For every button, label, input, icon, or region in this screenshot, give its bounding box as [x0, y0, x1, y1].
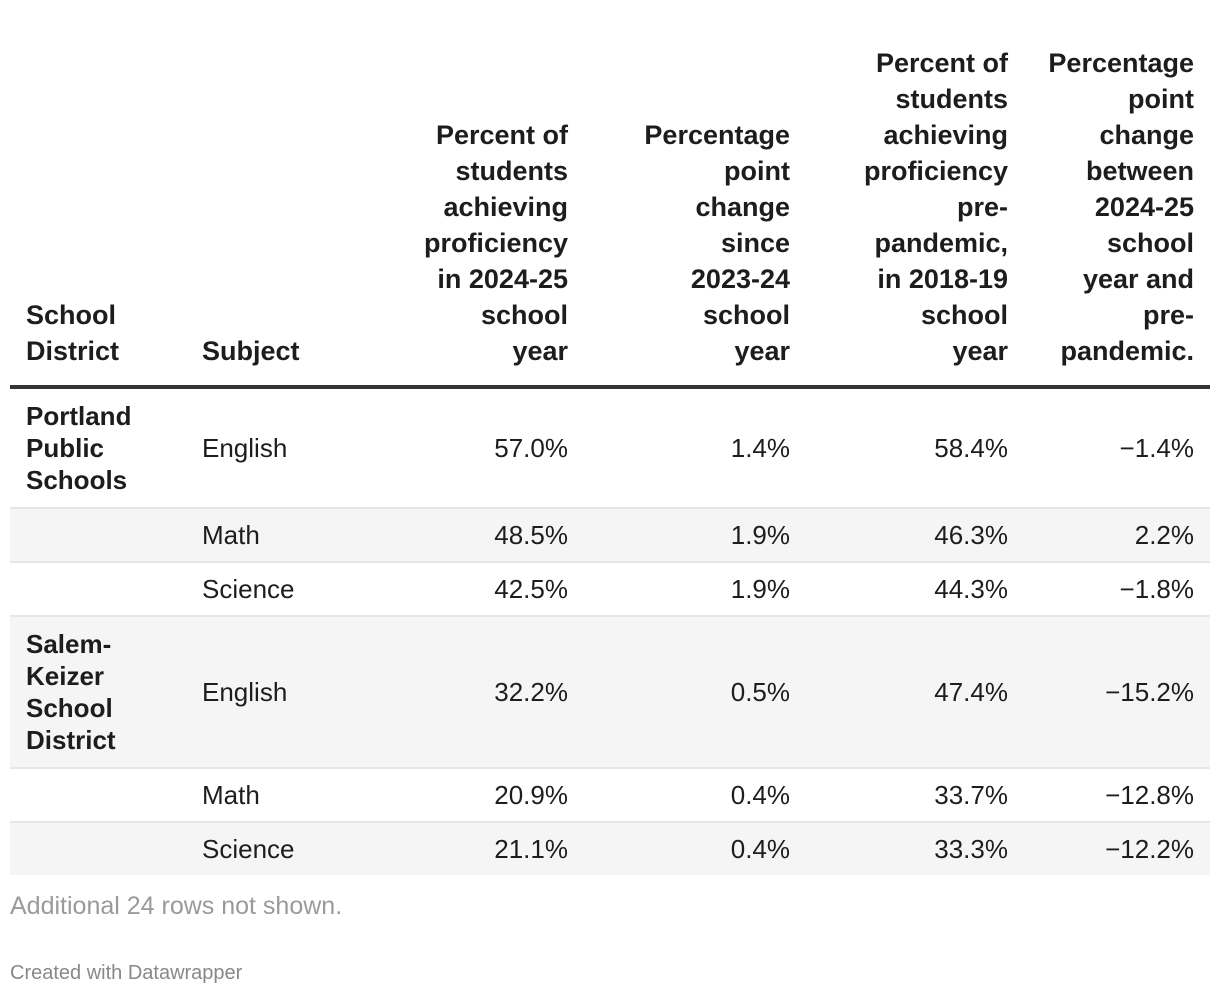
header-line: students — [455, 156, 568, 186]
header-line: Percentage — [1048, 48, 1194, 78]
header-line: school — [1106, 228, 1194, 258]
value-cell: 20.9% — [362, 768, 584, 823]
column-header-change-since-2023-24[interactable]: Percentage point change since 2023-24 school y… — [584, 0, 806, 389]
data-table: School District Subject Percent of student… — [10, 0, 1210, 875]
value-cell: 0.5% — [584, 616, 806, 769]
value-cell: 47.4% — [806, 616, 1024, 769]
column-header-subject[interactable]: Subject — [186, 0, 362, 389]
header-line: pandemic, — [874, 228, 1008, 258]
header-line: School — [26, 300, 117, 330]
header-row: School District Subject Percent of student… — [10, 0, 1210, 389]
header-line: in 2018-19 — [877, 264, 1008, 294]
header-line: pre- — [956, 192, 1008, 222]
district-line: Schools — [26, 465, 128, 495]
header-line: 2023-24 — [690, 264, 790, 294]
header-line: year — [952, 336, 1008, 366]
district-cell — [10, 822, 186, 875]
value-cell: 58.4% — [806, 387, 1024, 509]
subject-cell: English — [186, 387, 362, 509]
subject-cell: Science — [186, 562, 362, 617]
header-line: year — [734, 336, 790, 366]
header-line: point — [724, 156, 790, 186]
header-line: pre- — [1142, 300, 1194, 330]
value-cell: −12.8% — [1024, 768, 1210, 823]
district-line: District — [26, 725, 116, 755]
column-header-change-vs-pre-pandemic[interactable]: Percentage point change between 2024-25 schoo… — [1024, 0, 1210, 389]
district-cell: Portland Public Schools — [10, 387, 186, 509]
header-line: between — [1085, 156, 1194, 186]
table-row: Science 21.1% 0.4% 33.3% −12.2% — [10, 822, 1210, 875]
header-line: Percent of — [875, 48, 1008, 78]
subject-cell: Math — [186, 508, 362, 563]
value-cell: 1.9% — [584, 562, 806, 617]
subject-cell: Science — [186, 822, 362, 875]
district-line: Keizer — [26, 661, 105, 691]
table-row: Portland Public Schools English 57.0% 1.4%… — [10, 387, 1210, 509]
header-line: point — [1128, 84, 1194, 114]
table-row: Science 42.5% 1.9% 44.3% −1.8% — [10, 562, 1210, 617]
value-cell: 32.2% — [362, 616, 584, 769]
table-row: Math 20.9% 0.4% 33.7% −12.8% — [10, 768, 1210, 823]
header-line: school — [480, 300, 568, 330]
value-cell: 1.4% — [584, 387, 806, 509]
value-cell: −1.4% — [1024, 387, 1210, 509]
header-line: Subject — [202, 336, 300, 366]
value-cell: 33.3% — [806, 822, 1024, 875]
header-line: achieving — [883, 120, 1008, 150]
value-cell: 33.7% — [806, 768, 1024, 823]
header-line: in 2024-25 — [437, 264, 568, 294]
header-line: pandemic. — [1060, 336, 1194, 366]
district-line: Portland — [26, 401, 132, 431]
value-cell: 1.9% — [584, 508, 806, 563]
header-line: change — [695, 192, 790, 222]
header-line: Percentage — [644, 120, 790, 150]
header-line: school — [920, 300, 1008, 330]
table-row: Salem- Keizer School District English 32.2%… — [10, 616, 1210, 769]
value-cell: 0.4% — [584, 768, 806, 823]
district-cell — [10, 562, 186, 617]
header-line: District — [26, 336, 120, 366]
value-cell: 46.3% — [806, 508, 1024, 563]
header-line: change — [1099, 120, 1194, 150]
district-cell — [10, 768, 186, 823]
value-cell: 42.5% — [362, 562, 584, 617]
column-header-proficiency-2024-25[interactable]: Percent of students achieving proficiency in… — [362, 0, 584, 389]
header-line: proficiency — [423, 228, 568, 258]
subject-cell: Math — [186, 768, 362, 823]
value-cell: 48.5% — [362, 508, 584, 563]
header-line: 2024-25 — [1094, 192, 1194, 222]
district-line: Public — [26, 433, 105, 463]
value-cell: −12.2% — [1024, 822, 1210, 875]
value-cell: 57.0% — [362, 387, 584, 509]
district-cell: Salem- Keizer School District — [10, 616, 186, 769]
table-row: Math 48.5% 1.9% 46.3% 2.2% — [10, 508, 1210, 563]
district-line: Salem- — [26, 629, 112, 659]
datawrapper-credit[interactable]: Created with Datawrapper — [10, 962, 243, 984]
table-notes: Additional 24 rows not shown. — [10, 892, 343, 920]
subject-cell: English — [186, 616, 362, 769]
header-line: students — [895, 84, 1008, 114]
district-cell — [10, 508, 186, 563]
header-line: year and — [1082, 264, 1194, 294]
header-line: proficiency — [863, 156, 1008, 186]
value-cell: −15.2% — [1024, 616, 1210, 769]
header-line: Percent of — [435, 120, 568, 150]
column-header-proficiency-2018-19[interactable]: Percent of students achieving proficiency pr… — [806, 0, 1024, 389]
value-cell: 21.1% — [362, 822, 584, 875]
header-line: year — [512, 336, 568, 366]
header-line: school — [702, 300, 790, 330]
value-cell: 44.3% — [806, 562, 1024, 617]
header-line: achieving — [443, 192, 568, 222]
value-cell: 2.2% — [1024, 508, 1210, 563]
district-line: School — [26, 693, 113, 723]
header-line: since — [720, 228, 790, 258]
value-cell: 0.4% — [584, 822, 806, 875]
value-cell: −1.8% — [1024, 562, 1210, 617]
column-header-school-district[interactable]: School District — [10, 0, 186, 389]
